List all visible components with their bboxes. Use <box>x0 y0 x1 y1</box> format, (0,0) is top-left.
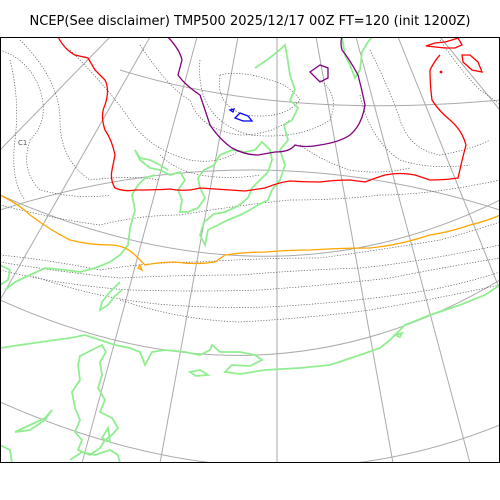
temperature-map: C1 <box>0 37 500 463</box>
contour-orange <box>0 194 500 266</box>
meridian-line <box>397 37 500 291</box>
isotherm-line <box>299 144 411 173</box>
isotherm-line <box>359 94 471 168</box>
red-isotherm <box>461 54 484 73</box>
contour-orange-small <box>137 263 144 272</box>
coastline-segment <box>392 331 404 339</box>
meridian-line <box>159 37 239 463</box>
contour-blue <box>228 108 254 122</box>
coastline-segment <box>71 343 120 457</box>
isotherm-line <box>0 221 500 271</box>
coastline-segment <box>187 369 211 377</box>
coastline-segment <box>134 43 300 248</box>
isotherm-line <box>218 73 301 117</box>
isotherm-line <box>199 59 334 137</box>
parallel-line <box>0 194 500 257</box>
isotherm-line <box>0 49 111 198</box>
parallel-line <box>0 401 500 463</box>
meridian-line <box>315 37 394 463</box>
purple-isotherm <box>167 37 366 156</box>
coastline-segment <box>0 264 12 286</box>
contour-purple <box>167 37 366 156</box>
coastline-segment <box>100 425 112 444</box>
meridians <box>0 37 500 463</box>
coastline-segment <box>14 409 53 433</box>
meridian-line <box>0 37 111 151</box>
coastline-segment <box>0 284 500 375</box>
isotherm-line <box>119 284 500 323</box>
map-title: NCEP(See disclaimer) TMP500 2025/12/17 0… <box>29 14 471 29</box>
parallel-line <box>0 169 500 211</box>
isotherm-line <box>0 244 500 279</box>
isotherm-line <box>29 271 500 308</box>
blue-isotherm <box>233 112 254 122</box>
coastline-segment <box>98 281 123 312</box>
isotherm-line <box>369 49 491 156</box>
blue-isotherm <box>228 108 235 114</box>
map-label: C1 <box>18 139 27 147</box>
map-background <box>0 37 500 463</box>
red-dot <box>439 70 443 74</box>
isotherm-line <box>19 39 161 181</box>
dotted-isotherms <box>0 39 500 323</box>
meridian-line <box>439 37 500 111</box>
parallel-line <box>119 69 500 107</box>
coastline-segment <box>69 449 121 463</box>
purple-isotherm <box>308 64 329 83</box>
red-isotherm <box>57 37 467 192</box>
isotherm-line <box>0 257 500 292</box>
coastline-segment <box>0 444 13 463</box>
isotherm-line <box>139 44 291 136</box>
coastlines <box>0 37 500 463</box>
meridian-line <box>355 37 471 463</box>
meridian-line <box>0 37 151 301</box>
